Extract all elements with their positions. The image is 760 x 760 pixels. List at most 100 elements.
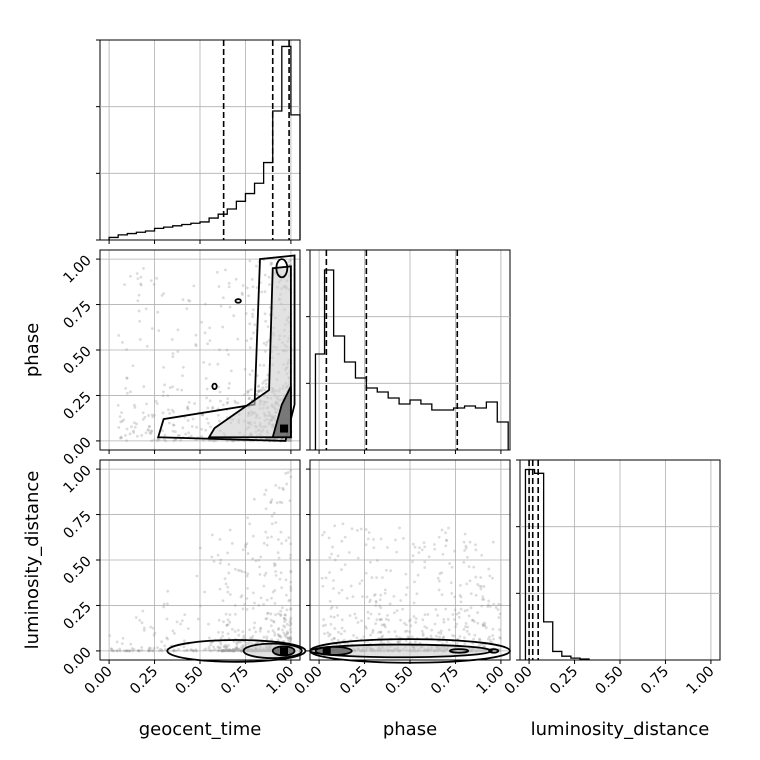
scatter-point xyxy=(172,649,176,653)
scatter-point xyxy=(274,563,277,567)
scatter-point xyxy=(240,649,244,653)
scatter-point xyxy=(221,649,225,653)
scatter-point xyxy=(219,646,222,650)
scatter-point xyxy=(155,276,159,280)
scatter-point xyxy=(235,647,239,651)
histogram-step xyxy=(108,45,301,240)
scatter-point xyxy=(177,647,180,651)
scatter-point xyxy=(188,299,192,303)
density-contour xyxy=(166,639,307,663)
scatter-point xyxy=(263,493,266,496)
scatter-point xyxy=(289,553,293,557)
scatter-point xyxy=(163,644,167,648)
scatter-point xyxy=(133,425,137,429)
scatter-point xyxy=(471,618,475,622)
scatter-point xyxy=(480,553,484,557)
scatter-point xyxy=(251,606,255,610)
scatter-point xyxy=(173,430,177,434)
scatter-point xyxy=(138,338,142,341)
scatter-point xyxy=(226,618,230,622)
scatter-point xyxy=(289,439,293,443)
scatter-point xyxy=(263,388,266,392)
scatter-point xyxy=(243,570,247,574)
scatter-point xyxy=(129,642,133,646)
scatter-point xyxy=(497,616,501,619)
scatter-point xyxy=(482,644,486,648)
scatter-point xyxy=(374,599,378,603)
scatter-point xyxy=(463,609,467,613)
density-contour xyxy=(314,646,353,656)
scatter-point xyxy=(321,624,325,628)
scatter-point xyxy=(451,613,455,616)
scatter-point xyxy=(120,642,124,646)
scatter-point xyxy=(142,626,146,630)
scatter-point xyxy=(404,639,408,643)
scatter-point xyxy=(265,385,268,389)
scatter-point xyxy=(222,648,226,652)
x-axis-label-luminosity-distance: luminosity_distance xyxy=(531,719,710,740)
scatter-point xyxy=(231,649,235,653)
scatter-point xyxy=(365,626,368,630)
scatter-point xyxy=(150,413,154,417)
scatter-point xyxy=(476,621,480,625)
scatter-point xyxy=(225,647,228,650)
scatter-point xyxy=(128,649,131,653)
scatter-point xyxy=(477,644,481,647)
scatter-point xyxy=(235,645,239,649)
scatter-point xyxy=(462,628,466,631)
scatter-point xyxy=(379,537,383,541)
scatter-point xyxy=(224,646,228,649)
scatter-point xyxy=(277,634,281,637)
scatter-point xyxy=(434,608,438,611)
scatter-point xyxy=(479,584,483,588)
scatter-point xyxy=(165,636,169,640)
scatter-point xyxy=(267,283,271,286)
scatter-point xyxy=(124,649,128,653)
scatter-point xyxy=(459,584,462,587)
scatter-point xyxy=(263,312,267,316)
scatter-point xyxy=(217,285,221,288)
density-contour xyxy=(211,382,218,390)
scatter-point xyxy=(496,608,500,612)
scatter-point xyxy=(233,630,237,633)
scatter-point xyxy=(442,617,446,621)
scatter-point xyxy=(236,401,240,405)
scatter-point xyxy=(223,649,226,653)
scatter-point xyxy=(192,649,196,653)
scatter-point xyxy=(135,434,139,438)
scatter-point xyxy=(410,635,414,639)
scatter-point xyxy=(395,550,399,554)
scatter-point xyxy=(378,604,381,608)
scatter-point xyxy=(134,616,138,619)
scatter-point xyxy=(364,625,367,628)
scatter-point xyxy=(362,635,366,639)
scatter-point xyxy=(263,349,267,353)
x-axis-label-geocent-time: geocent_time xyxy=(139,719,262,740)
scatter-point xyxy=(149,625,153,629)
scatter-point xyxy=(337,591,341,595)
scatter-point xyxy=(208,326,212,330)
scatter-point xyxy=(273,588,277,592)
scatter-point xyxy=(269,624,273,628)
scatter-point xyxy=(159,647,162,651)
scatter-point xyxy=(138,319,142,323)
scatter-point xyxy=(437,535,441,539)
scatter-point xyxy=(239,640,243,644)
scatter-point xyxy=(446,617,450,621)
scatter-point xyxy=(266,325,270,329)
scatter-point xyxy=(476,583,480,586)
scatter-point xyxy=(133,405,137,409)
scatter-point xyxy=(248,346,252,350)
scatter-point xyxy=(451,633,454,637)
scatter-point xyxy=(481,622,485,626)
scatter-point xyxy=(289,542,293,546)
scatter-point xyxy=(155,402,159,405)
scatter-point xyxy=(165,602,169,606)
scatter-point xyxy=(227,562,231,566)
scatter-point xyxy=(274,570,277,573)
scatter-point xyxy=(336,638,340,642)
scatter-point xyxy=(111,649,115,653)
x-tick-label: 0.75 xyxy=(428,664,462,698)
scatter-point xyxy=(289,580,293,584)
scatter-point xyxy=(141,417,145,421)
